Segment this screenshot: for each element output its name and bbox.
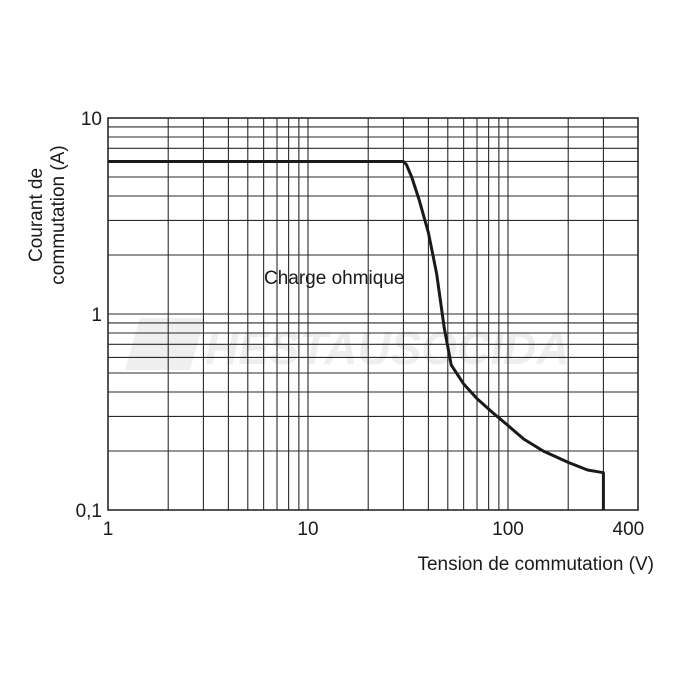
watermark: HESTAUSOCIDA — [125, 318, 570, 374]
y-axis-label: Courant decommutation (A) — [26, 145, 69, 284]
x-tick-label: 1 — [103, 519, 114, 540]
series-line — [108, 160, 605, 510]
plot-frame — [107, 117, 639, 511]
y-axis-label-line: Courant de — [26, 168, 47, 262]
y-tick-label: 0,1 — [76, 501, 102, 522]
x-tick-label: 100 — [492, 519, 524, 540]
x-tick-label: 400 — [613, 519, 645, 540]
y-tick-label: 10 — [81, 109, 102, 130]
x-tick-label: 10 — [297, 519, 318, 540]
watermark-text: HESTAUSOCIDA — [205, 322, 570, 374]
y-tick-label: 1 — [91, 305, 102, 326]
series-annotation: Charge ohmique — [264, 268, 404, 289]
grid — [107, 117, 639, 511]
x-axis-label: Tension de commutation (V) — [417, 554, 654, 575]
y-axis-label-line: commutation (A) — [48, 145, 69, 284]
series — [108, 160, 605, 510]
